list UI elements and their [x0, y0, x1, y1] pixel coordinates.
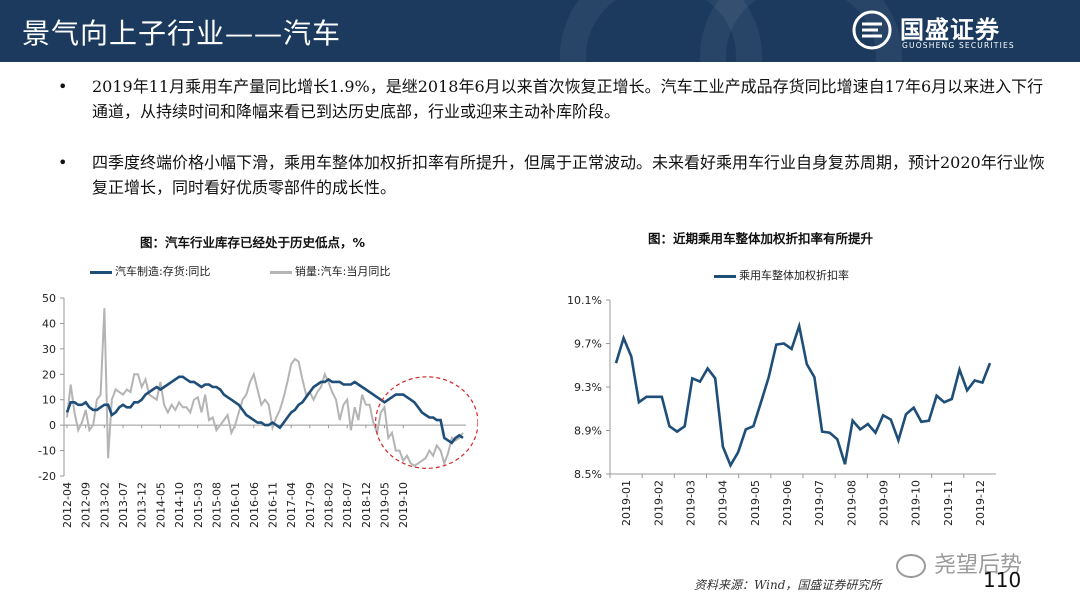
x-tick-label: 2012-09: [80, 482, 93, 528]
x-tick-label: 2019-03: [684, 480, 697, 526]
source-note: 资料来源：Wind，国盛证券研究所: [694, 578, 882, 592]
legend-label: 销量:汽车:当月同比: [294, 265, 391, 278]
x-tick-label: 2019-08: [845, 480, 858, 526]
x-tick-label: 2018-12: [360, 482, 373, 528]
x-tick-label: 2014-10: [173, 482, 186, 528]
bullet-text: 2019年11月乘用车产量同比增长1.9%，是继2018年6月以来首次恢复正增长…: [92, 77, 1044, 121]
x-tick-label: 2017-04: [285, 482, 298, 528]
x-tick-label: 2014-05: [154, 482, 167, 528]
x-tick-label: 2013-12: [136, 482, 149, 528]
watermark-text: 尧望后势: [934, 553, 1023, 578]
bullet-text: 四季度终端价格小幅下滑，乘用车整体加权折扣率有所提升，但属于正常波动。未来看好乘…: [92, 153, 1045, 197]
discount-rate-series-line: [614, 321, 992, 469]
y-tick-label: 9.7%: [574, 338, 602, 351]
y-tick-label: -10: [38, 445, 56, 458]
x-tick-label: 2019-01: [620, 480, 633, 526]
x-tick-label: 2018-07: [341, 482, 354, 528]
x-tick-label: 2015-08: [210, 482, 223, 528]
legend-label: 汽车制造:存货:同比: [115, 265, 211, 278]
x-tick-label: 2019-02: [652, 480, 665, 526]
x-tick-label: 2016-06: [248, 482, 261, 528]
x-tick-label: 2019-12: [974, 480, 987, 526]
company-logo: 国盛证券 GUOSHENG SECURITIES: [852, 8, 1052, 54]
legend-label: 乘用车整体加权折扣率: [739, 269, 849, 282]
legend-swatch: [90, 270, 112, 274]
y-tick-label: 50: [42, 292, 56, 305]
x-tick-label: 2018-02: [323, 482, 336, 528]
legend-swatch: [714, 274, 736, 278]
wechat-icon: [896, 554, 926, 578]
x-tick-label: 2015-03: [192, 482, 205, 528]
logo-subtext: GUOSHENG SECURITIES: [902, 41, 1015, 50]
x-tick-label: 2016-01: [229, 482, 242, 528]
x-tick-label: 2019-11: [942, 480, 955, 526]
x-tick-label: 2019-04: [717, 480, 730, 526]
bullet-marker: •: [58, 153, 68, 172]
x-tick-label: 2019-06: [781, 480, 794, 526]
x-tick-label: 2017-09: [304, 482, 317, 528]
y-tick-label: 0: [49, 419, 56, 432]
x-tick-label: 2016-11: [266, 482, 279, 528]
bullet-item: • 四季度终端价格小幅下滑，乘用车整体加权折扣率有所提升，但属于正常波动。未来看…: [58, 150, 1048, 200]
x-tick-label: 2012-04: [61, 482, 74, 528]
y-tick-label: 10: [42, 394, 56, 407]
sales-series-line: [66, 308, 464, 468]
x-tick-label: 2019-10: [910, 480, 923, 526]
bullet-item: • 2019年11月乘用车产量同比增长1.9%，是继2018年6月以来首次恢复正…: [58, 74, 1048, 124]
y-tick-label: 8.5%: [574, 468, 602, 481]
discount-rate-chart: 8.5% 8.9% 9.3% 9.7% 10.1% 2019-01 2019-02 2019-…: [567, 294, 996, 526]
x-tick-label: 2013-02: [98, 482, 111, 528]
x-tick-label: 2013-07: [117, 482, 130, 528]
legend-swatch: [269, 270, 292, 274]
x-tick-label: 2019-07: [813, 480, 826, 526]
y-tick-label: 10.1%: [567, 294, 602, 307]
x-tick-label: 2019-09: [877, 480, 890, 526]
x-tick-label: 2019-05: [379, 482, 392, 528]
watermark: 尧望后势: [896, 547, 1022, 579]
logo-text: 国盛证券: [900, 16, 1000, 44]
y-tick-label: 40: [42, 317, 56, 330]
title-bar: 景气向上子行业——汽车 国盛证券 GUOSHENG SECURITIES: [0, 0, 1080, 62]
chart-title: 图：汽车行业库存已经处于历史低点，%: [140, 235, 366, 250]
y-tick-label: 8.9%: [574, 425, 602, 438]
chart-title: 图：近期乘用车整体加权折扣率有所提升: [648, 231, 874, 246]
x-tick-label: 2019-05: [749, 480, 762, 526]
y-tick-label: -20: [38, 470, 56, 483]
x-tick-label: 2019-10: [397, 482, 410, 528]
page-title: 景气向上子行业——汽车: [22, 17, 342, 50]
chart-legend: 乘用车整体加权折扣率: [714, 267, 849, 283]
bullet-list: • 2019年11月乘用车产量同比增长1.9%，是继2018年6月以来首次恢复正…: [58, 74, 1048, 226]
bullet-marker: •: [58, 77, 68, 96]
logo-icon: [852, 10, 892, 50]
inventory-chart: -20 -10 0 10 20 30 40 50 2012-04 2012-09 2013-02 20…: [38, 292, 478, 528]
y-tick-label: 30: [42, 343, 56, 356]
y-tick-label: 9.3%: [574, 381, 602, 394]
chart-legend: 汽车制造:存货:同比 销量:汽车:当月同比: [90, 263, 390, 279]
page-number: 110: [983, 568, 1022, 592]
background-decoration: [700, 0, 902, 62]
y-tick-label: 20: [42, 368, 56, 381]
inventory-series-line: [65, 375, 464, 445]
